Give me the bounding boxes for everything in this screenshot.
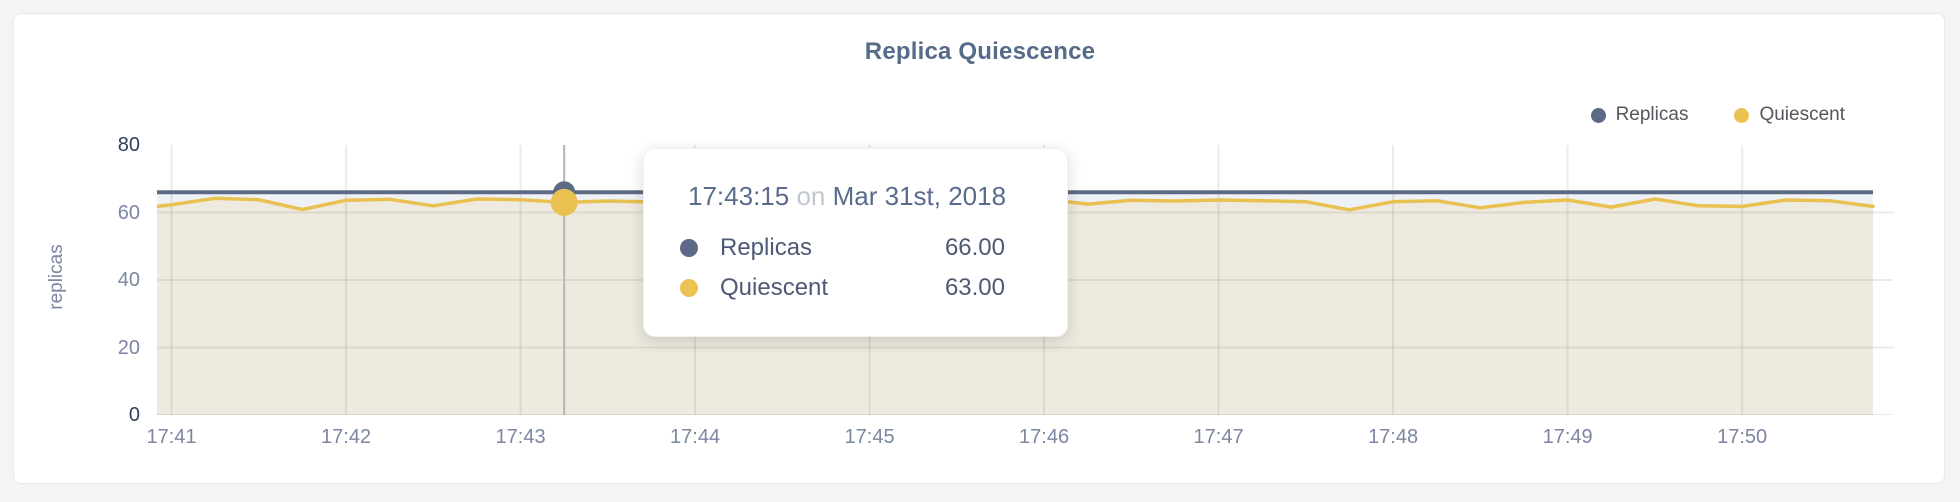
tooltip-date: Mar 31st, 2018 bbox=[832, 181, 1007, 211]
chart-title: Replica Quiescence bbox=[864, 38, 1096, 65]
legend-item-quiescent[interactable]: Quiescent bbox=[1734, 104, 1845, 126]
legend-dot-icon bbox=[1590, 107, 1606, 123]
legend: Replicas Quiescent bbox=[1590, 104, 1845, 126]
tooltip-series-dot-icon bbox=[680, 239, 698, 257]
legend-item-replicas[interactable]: Replicas bbox=[1590, 104, 1689, 126]
x-axis-tick-label: 17:45 bbox=[844, 426, 895, 448]
tooltip-series-name: Replicas bbox=[720, 234, 813, 261]
tooltip-series-value: 66.00 bbox=[944, 234, 1005, 261]
x-axis-tick-label: 17:47 bbox=[1193, 426, 1244, 448]
y-axis-tick-label: 20 bbox=[117, 336, 140, 359]
tooltip: 17:43:15 on Mar 31st, 2018 Replicas 66.00… bbox=[643, 148, 1068, 337]
tooltip-series-value: 63.00 bbox=[944, 274, 1005, 301]
y-axis-tick-label: 40 bbox=[117, 269, 140, 291]
x-axis-tick-label: 17:46 bbox=[1019, 426, 1070, 448]
y-axis-tick-label: 60 bbox=[117, 201, 140, 224]
x-axis-tick-label: 17:44 bbox=[670, 426, 721, 448]
x-axis-tick-label: 17:41 bbox=[146, 426, 197, 448]
legend-label: Quiescent bbox=[1759, 104, 1845, 125]
tooltip-row-replicas: Replicas 66.00 bbox=[680, 228, 1005, 268]
tooltip-header: 17:43:15 on Mar 31st, 2018 bbox=[680, 181, 1007, 212]
tooltip-series-name: Quiescent bbox=[720, 274, 829, 301]
y-axis-tick-label: 0 bbox=[128, 404, 140, 426]
x-axis-tick-label: 17:50 bbox=[1717, 426, 1768, 448]
tooltip-conjunction: on bbox=[796, 181, 826, 211]
tooltip-row-quiescent: Quiescent 63.00 bbox=[680, 268, 1005, 308]
x-axis-tick-label: 17:42 bbox=[321, 426, 372, 448]
x-axis-tick-label: 17:48 bbox=[1368, 426, 1419, 448]
quiescent-highlight-dot[interactable] bbox=[550, 188, 578, 216]
legend-label: Replicas bbox=[1615, 104, 1689, 125]
x-axis-tick-label: 17:43 bbox=[495, 426, 546, 448]
x-axis-tick-label: 17:49 bbox=[1542, 426, 1593, 448]
tooltip-series-dot-icon bbox=[680, 279, 698, 297]
legend-dot-icon bbox=[1734, 107, 1750, 123]
tooltip-time: 17:43:15 bbox=[688, 181, 790, 211]
y-axis-tick-label: 80 bbox=[117, 134, 140, 156]
